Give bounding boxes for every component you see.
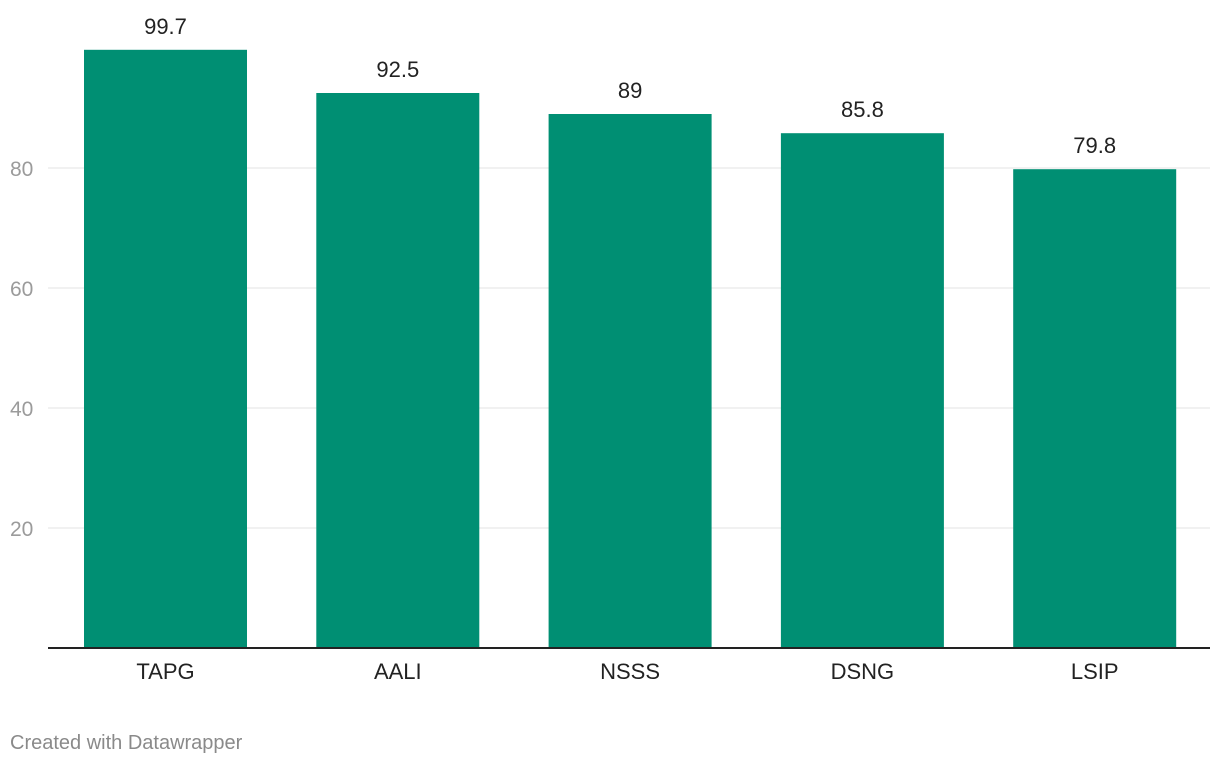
- bar-value-label: 79.8: [1073, 133, 1116, 158]
- bar: [548, 114, 712, 648]
- y-tick-label: 20: [10, 518, 33, 541]
- value-labels: 99.7 92.5 89 85.8 79.8: [144, 14, 1116, 158]
- x-tick-label: TAPG: [136, 659, 194, 684]
- bar-value-label: 85.8: [841, 97, 884, 122]
- bar-value-label: 89: [618, 78, 642, 103]
- y-tick-label: 80: [10, 158, 33, 181]
- bars: [84, 49, 1177, 649]
- y-tick-label: 40: [10, 398, 33, 421]
- x-tick-label: NSSS: [600, 659, 660, 684]
- bar: [84, 49, 247, 649]
- x-tick-label: DSNG: [831, 659, 895, 684]
- x-axis-labels: TAPG AALI NSSS DSNG LSIP: [136, 659, 1118, 684]
- x-tick-label: LSIP: [1071, 659, 1119, 684]
- bar: [316, 93, 480, 648]
- bar-value-label: 92.5: [376, 57, 419, 82]
- y-tick-label: 60: [10, 278, 33, 301]
- bar: [780, 133, 944, 648]
- x-tick-label: AALI: [374, 659, 422, 684]
- bar-value-label: 99.7: [144, 14, 187, 39]
- bar: [1013, 169, 1177, 648]
- y-axis-ticks: 20 40 60 80: [10, 158, 33, 541]
- credit-text: Created with Datawrapper: [10, 732, 243, 754]
